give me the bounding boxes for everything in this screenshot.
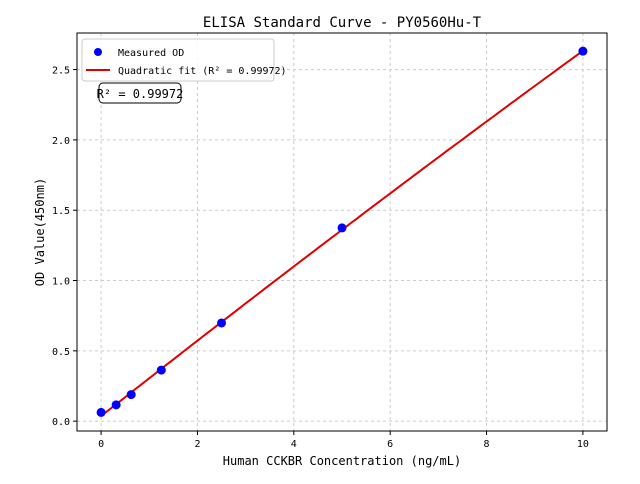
data-point bbox=[156, 365, 166, 375]
data-point bbox=[337, 223, 347, 233]
data-point bbox=[217, 318, 227, 328]
plot-frame bbox=[76, 32, 608, 432]
x-tick-label: 2 bbox=[194, 439, 200, 450]
grid bbox=[77, 33, 607, 431]
points-group bbox=[96, 46, 588, 417]
chart-title: ELISA Standard Curve - PY0560Hu-T bbox=[203, 15, 482, 31]
y-tick-label: 1.5 bbox=[52, 206, 70, 217]
legend-marker-measured bbox=[94, 48, 102, 56]
r2-annotation: R² = 0.99972 bbox=[97, 82, 184, 104]
data-point bbox=[578, 46, 588, 56]
y-tick-label: 2.0 bbox=[52, 136, 70, 147]
fit-line-group bbox=[100, 49, 584, 417]
x-tick-label: 4 bbox=[291, 439, 297, 450]
y-tick-label: 0.5 bbox=[52, 347, 70, 358]
r2-text: R² = 0.99972 bbox=[97, 87, 184, 101]
x-tick-label: 8 bbox=[484, 439, 490, 450]
data-point bbox=[111, 400, 121, 410]
y-tick-label: 2.5 bbox=[52, 66, 70, 77]
x-tick-label: 10 bbox=[577, 439, 589, 450]
y-tick-label: 0.0 bbox=[52, 417, 70, 428]
data-point bbox=[96, 407, 106, 417]
x-axis-label: Human CCKBR Concentration (ng/mL) bbox=[223, 454, 461, 468]
r2-box bbox=[98, 82, 182, 104]
y-tick-label: 1.0 bbox=[52, 277, 70, 288]
fit-line bbox=[100, 49, 584, 417]
legend-box bbox=[81, 38, 275, 82]
x-tick-label: 0 bbox=[98, 439, 104, 450]
legend-label-fit: Quadratic fit (R² = 0.99972) bbox=[118, 66, 287, 77]
data-point bbox=[126, 390, 136, 400]
legend-label-measured: Measured OD bbox=[118, 48, 184, 59]
legend: Measured OD Quadratic fit (R² = 0.99972) bbox=[81, 38, 287, 82]
x-tick-label: 6 bbox=[387, 439, 393, 450]
ticks: 0 2 4 6 8 10 0.0 0.5 1.0 1.5 2.0 2.5 bbox=[52, 66, 589, 450]
y-axis-label: OD Value(450nm) bbox=[33, 178, 47, 286]
